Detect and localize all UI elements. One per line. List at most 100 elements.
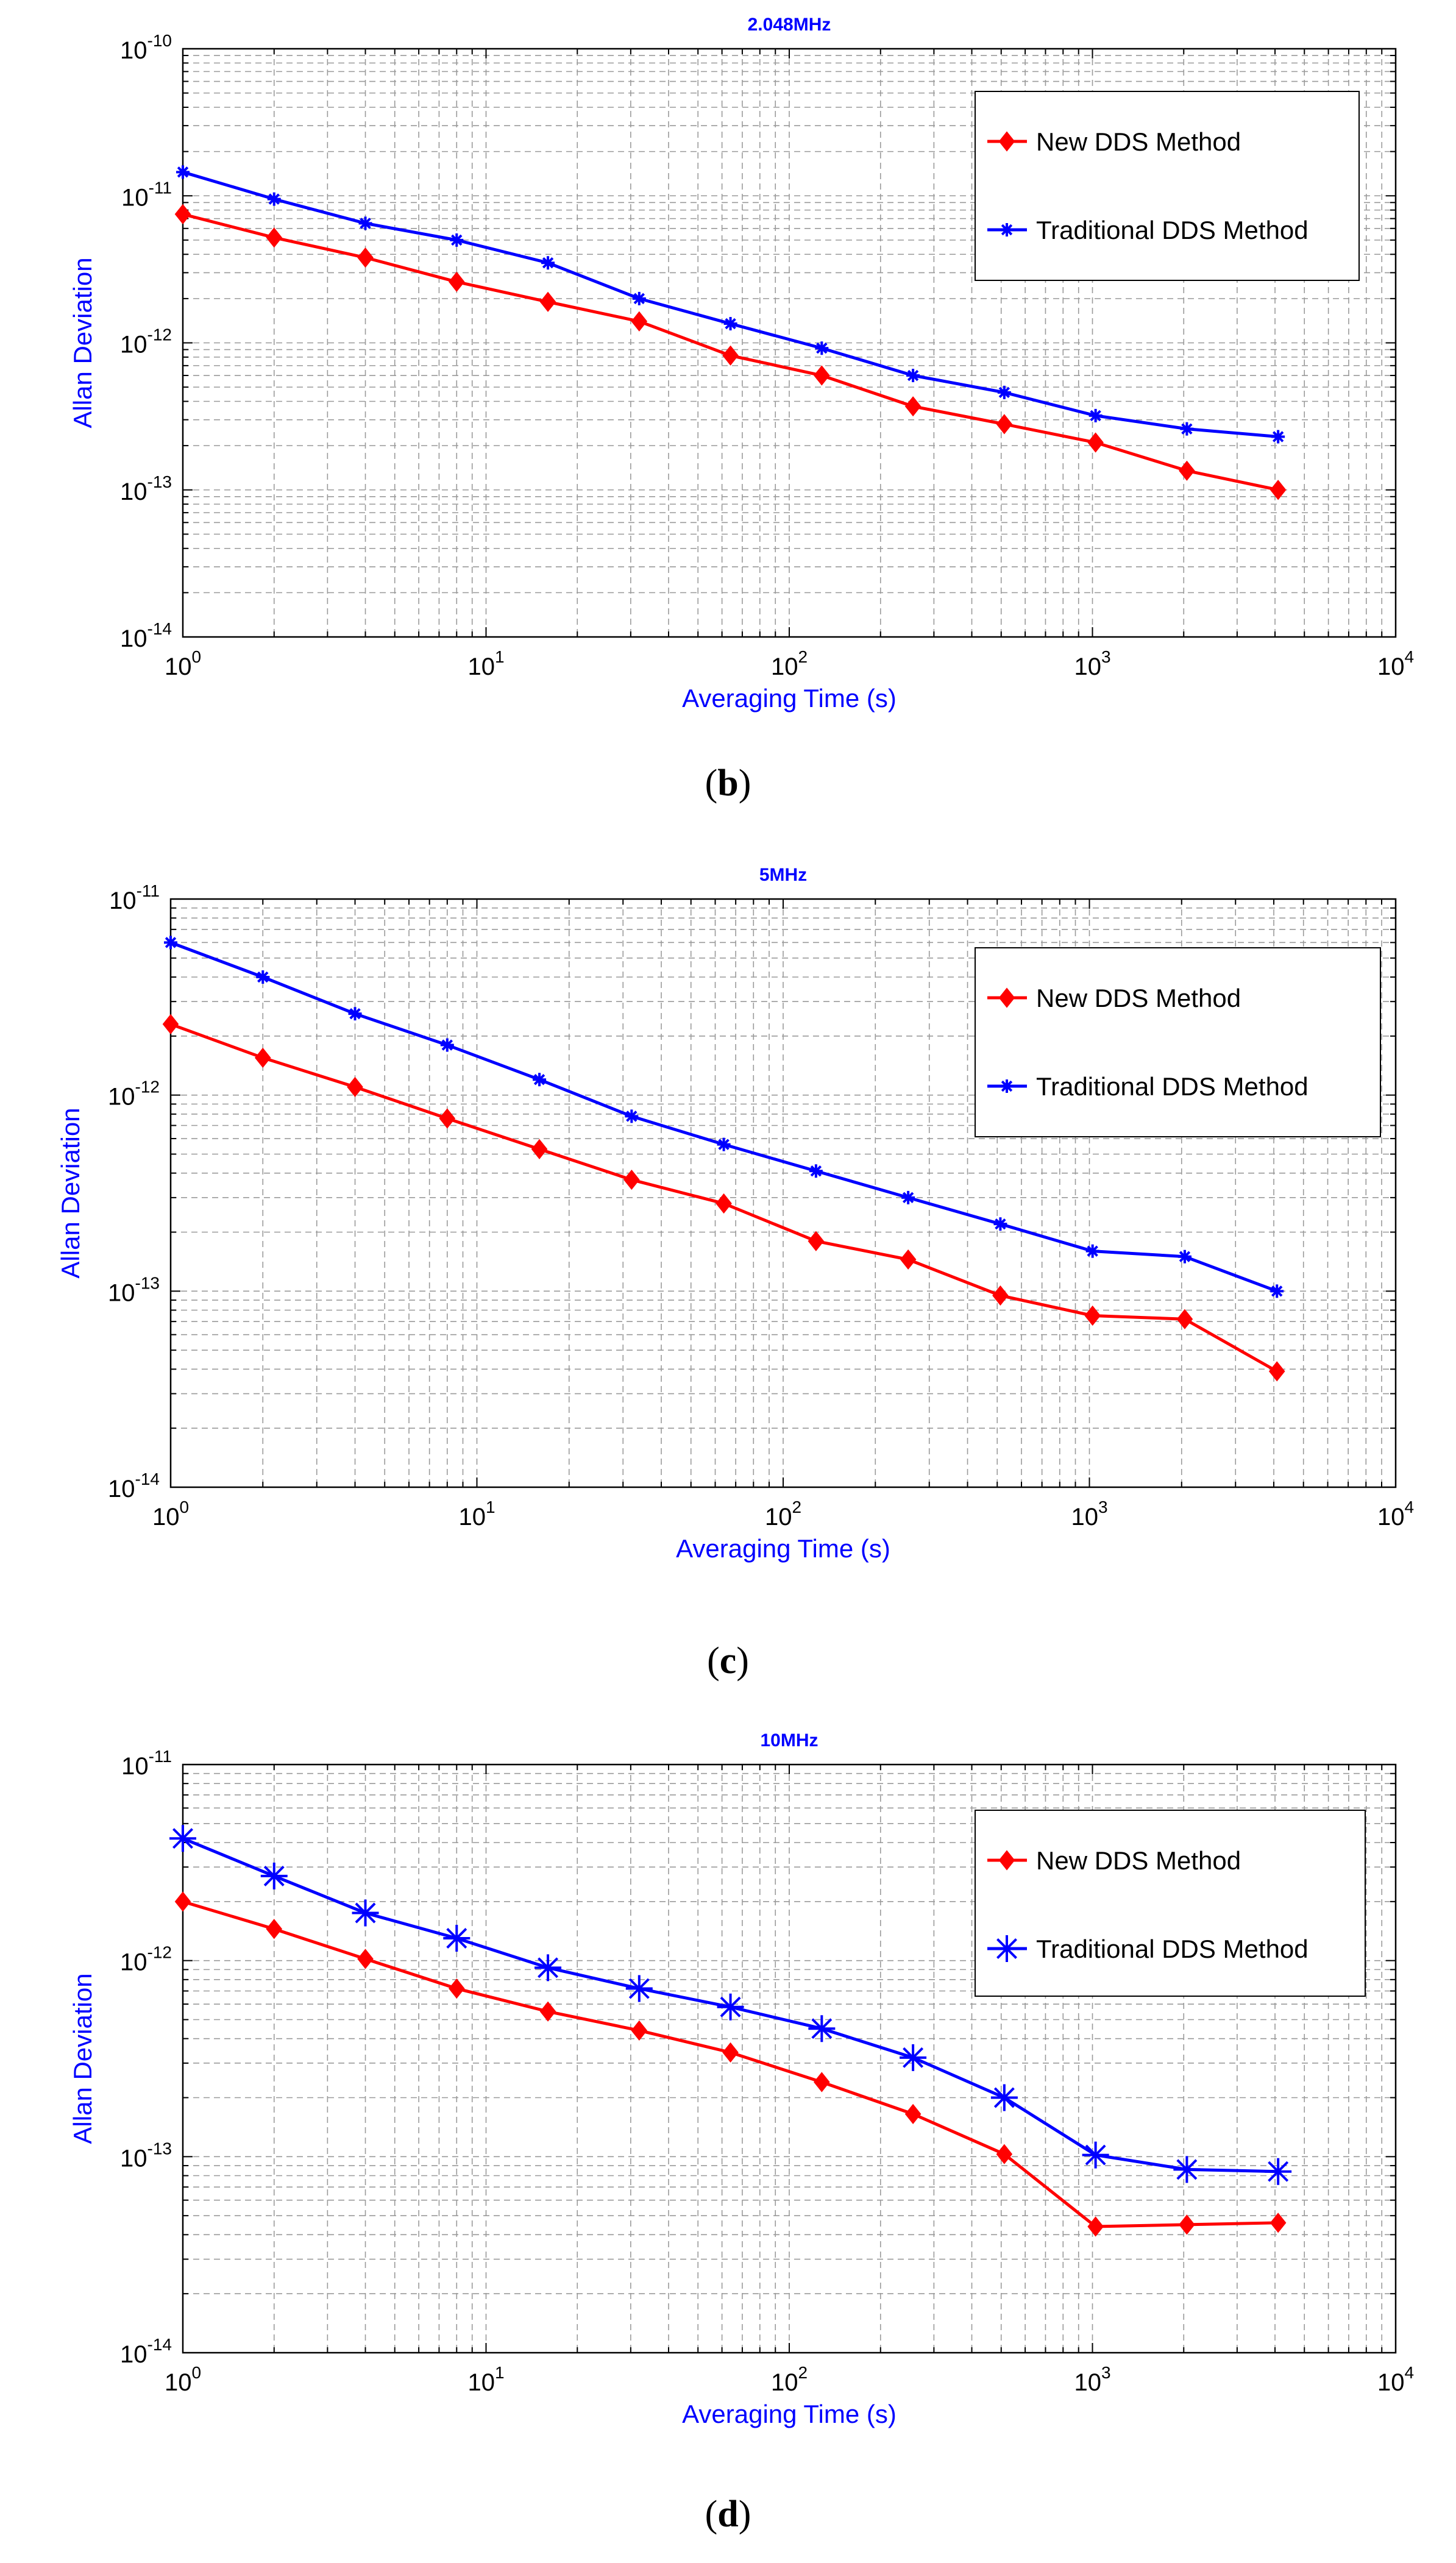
legend-box bbox=[975, 947, 1381, 1137]
y-tick-label: 10-13 bbox=[120, 472, 172, 505]
data-point bbox=[169, 1825, 196, 1852]
data-point bbox=[900, 1249, 917, 1270]
data-point bbox=[631, 311, 648, 332]
y-axis-label: Allan Deviation bbox=[68, 1973, 97, 2144]
data-point bbox=[266, 227, 283, 248]
chart-5mhz: 100 101 102 103 104 10-14 10-13 10-12 10-11 5MHz A… bbox=[56, 865, 1414, 1563]
data-point bbox=[162, 1014, 179, 1034]
data-point bbox=[717, 1993, 744, 2021]
data-point bbox=[1270, 1284, 1284, 1298]
data-point bbox=[993, 1217, 1007, 1231]
data-point bbox=[904, 396, 922, 417]
data-point bbox=[256, 970, 270, 984]
data-point bbox=[814, 2072, 830, 2092]
data-point bbox=[1268, 1361, 1285, 1382]
data-point bbox=[1270, 2213, 1287, 2233]
panel-label-d: (d) bbox=[705, 2494, 751, 2535]
data-point bbox=[449, 1978, 465, 1999]
data-point bbox=[1084, 1305, 1101, 1326]
legend-marker bbox=[1000, 223, 1014, 236]
data-point bbox=[266, 1919, 283, 1939]
data-point bbox=[357, 1949, 374, 1969]
data-point bbox=[534, 1954, 562, 1982]
data-point bbox=[347, 1076, 363, 1097]
chart-title: 2.048MHz bbox=[748, 15, 831, 35]
data-point bbox=[539, 291, 556, 312]
y-tick-label: 10-14 bbox=[120, 2335, 172, 2368]
axis-ticks bbox=[170, 898, 1396, 1488]
series-new-dds bbox=[174, 1891, 1287, 2237]
x-tick-label: 103 bbox=[1074, 647, 1110, 680]
x-tick-label: 104 bbox=[1377, 647, 1414, 680]
data-point bbox=[1179, 460, 1195, 481]
series-traditional-dds bbox=[176, 165, 1285, 444]
legend-item: New DDS Method bbox=[987, 127, 1241, 156]
x-axis-label: Averaging Time (s) bbox=[676, 1534, 890, 1563]
data-point bbox=[1173, 2156, 1201, 2183]
data-point bbox=[1180, 422, 1194, 436]
legend: New DDS Method Traditional DDS Method bbox=[975, 947, 1381, 1137]
legend-box bbox=[975, 1810, 1366, 1997]
y-tick-label: 10-12 bbox=[120, 1943, 172, 1976]
y-tick-label: 10-13 bbox=[120, 2139, 172, 2172]
data-point bbox=[176, 165, 190, 179]
legend-marker bbox=[993, 1935, 1020, 1962]
legend-box bbox=[975, 91, 1360, 281]
x-tick-label: 100 bbox=[165, 2363, 201, 2396]
data-point bbox=[358, 216, 372, 230]
x-tick-label: 100 bbox=[152, 1498, 189, 1530]
data-point bbox=[1265, 2158, 1292, 2185]
legend-item: Traditional DDS Method bbox=[987, 1072, 1309, 1101]
data-point bbox=[632, 291, 646, 305]
data-point bbox=[450, 233, 464, 247]
legend-label: New DDS Method bbox=[1036, 984, 1241, 1012]
data-point bbox=[904, 2103, 922, 2124]
axis-ticks bbox=[182, 48, 1396, 638]
chart-2048mhz: 100 101 102 103 104 10-14 10-13 10-12 10-11 10-10… bbox=[68, 15, 1414, 713]
data-point bbox=[990, 2084, 1018, 2111]
data-point bbox=[808, 2015, 836, 2042]
legend-item: Traditional DDS Method bbox=[987, 216, 1309, 244]
x-tick-label: 103 bbox=[1071, 1498, 1107, 1530]
data-point bbox=[1087, 432, 1104, 453]
data-point bbox=[539, 2001, 556, 2022]
data-point bbox=[440, 1038, 454, 1052]
y-tick-label: 10-14 bbox=[108, 1470, 160, 1502]
legend-item: New DDS Method bbox=[987, 1846, 1241, 1875]
chart-title: 10MHz bbox=[760, 1730, 818, 1751]
y-tick-label: 10-11 bbox=[109, 881, 160, 914]
x-tick-label: 101 bbox=[467, 2363, 504, 2396]
legend-label: New DDS Method bbox=[1036, 127, 1241, 156]
data-point bbox=[808, 1231, 825, 1251]
series-traditional-dds bbox=[164, 936, 1284, 1298]
data-point bbox=[449, 271, 465, 292]
y-tick-label: 10-12 bbox=[120, 325, 172, 358]
x-tick-label: 102 bbox=[771, 647, 808, 680]
data-point bbox=[901, 1190, 915, 1204]
data-point bbox=[267, 192, 281, 206]
data-point bbox=[1176, 1309, 1193, 1329]
data-point bbox=[997, 385, 1011, 399]
data-point bbox=[625, 1109, 639, 1123]
x-tick-label: 104 bbox=[1377, 1498, 1414, 1530]
data-point bbox=[174, 1891, 191, 1912]
data-point bbox=[443, 1925, 471, 1952]
legend-marker bbox=[998, 1850, 1015, 1871]
data-point bbox=[439, 1108, 456, 1129]
x-axis-label: Averaging Time (s) bbox=[682, 2400, 897, 2428]
data-point bbox=[174, 204, 191, 224]
data-point bbox=[1085, 1244, 1099, 1258]
data-point bbox=[722, 345, 739, 366]
data-point bbox=[906, 369, 920, 383]
legend: New DDS Method Traditional DDS Method bbox=[975, 1810, 1366, 1997]
data-point bbox=[352, 1899, 379, 1927]
x-tick-label: 102 bbox=[765, 1498, 801, 1530]
data-point bbox=[809, 1164, 823, 1178]
panel-label-b: (b) bbox=[705, 763, 751, 804]
data-point bbox=[164, 936, 177, 950]
y-axis-label: Allan Deviation bbox=[68, 257, 97, 428]
x-tick-label: 102 bbox=[771, 2363, 808, 2396]
x-tick-label: 101 bbox=[467, 647, 504, 680]
data-point bbox=[625, 1975, 653, 2002]
x-tick-label: 104 bbox=[1377, 2363, 1414, 2396]
